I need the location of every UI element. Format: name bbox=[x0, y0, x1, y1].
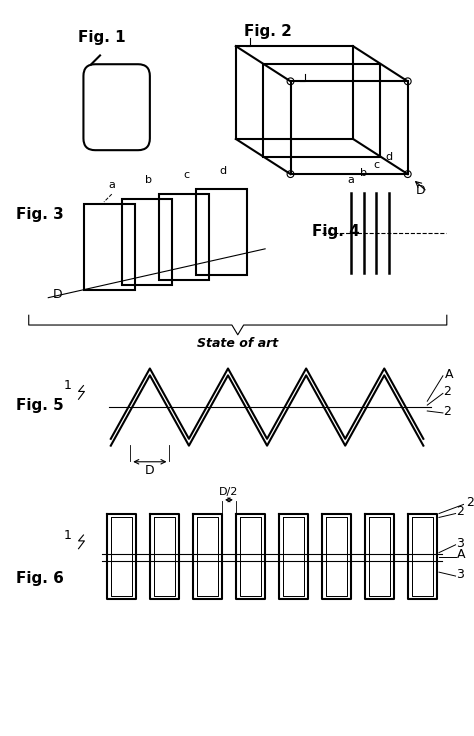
Text: Fig. 1: Fig. 1 bbox=[78, 30, 125, 46]
Text: b: b bbox=[360, 168, 367, 177]
Text: 1: 1 bbox=[64, 529, 72, 542]
Text: c: c bbox=[374, 160, 380, 170]
Text: State of art: State of art bbox=[197, 337, 278, 350]
Text: 1: 1 bbox=[64, 380, 72, 392]
Text: Fig. 2: Fig. 2 bbox=[244, 24, 292, 40]
Text: D: D bbox=[53, 288, 63, 301]
Text: 3: 3 bbox=[456, 537, 465, 550]
Text: d: d bbox=[219, 166, 227, 176]
Text: A: A bbox=[456, 548, 465, 562]
Text: 2: 2 bbox=[456, 506, 465, 518]
Text: b: b bbox=[146, 175, 152, 185]
Text: Fig. 6: Fig. 6 bbox=[16, 570, 64, 586]
Text: D: D bbox=[416, 184, 425, 197]
Text: D/2: D/2 bbox=[219, 487, 239, 497]
Text: Fig. 4: Fig. 4 bbox=[312, 224, 360, 238]
Text: 3: 3 bbox=[456, 568, 465, 581]
Text: 2: 2 bbox=[466, 496, 474, 509]
Text: a: a bbox=[347, 175, 355, 185]
Text: 2: 2 bbox=[443, 386, 451, 398]
Text: 2: 2 bbox=[443, 405, 451, 418]
Text: D: D bbox=[145, 464, 155, 477]
Text: A: A bbox=[445, 368, 453, 381]
Text: Fig. 5: Fig. 5 bbox=[16, 397, 64, 413]
Text: c: c bbox=[183, 171, 189, 180]
Text: d: d bbox=[386, 152, 393, 162]
Text: a: a bbox=[109, 180, 115, 190]
Text: Fig. 3: Fig. 3 bbox=[16, 207, 64, 222]
